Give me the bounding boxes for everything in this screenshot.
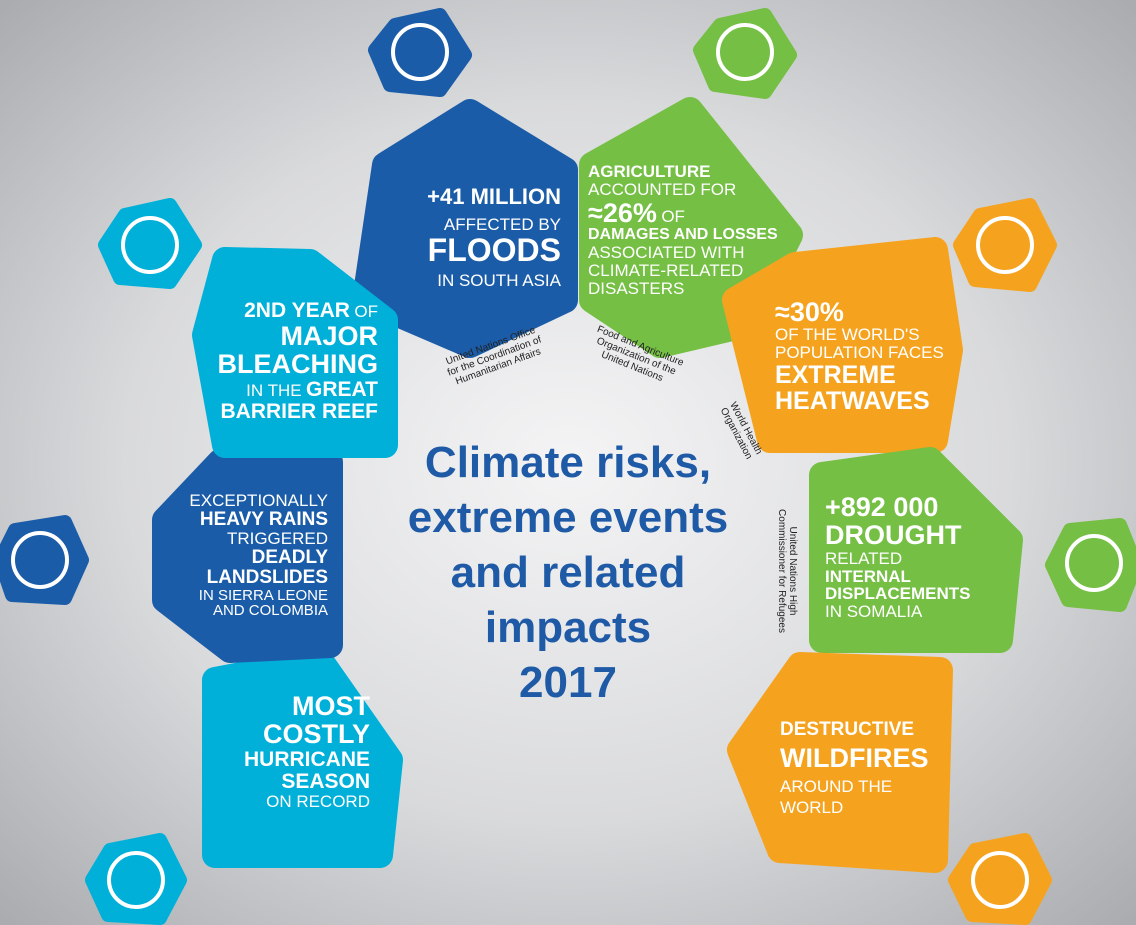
text: ACCOUNTED FOR (588, 179, 737, 199)
title-line: extreme events (407, 493, 729, 542)
drought-text: +892 000 DROUGHT RELATED INTERNAL DISPLA… (825, 493, 970, 621)
text: EXCEPTIONALLY (189, 491, 328, 510)
ring (976, 216, 1034, 274)
icon-rings (11, 23, 1123, 909)
floods-text: +41 MILLION AFFECTED BY FLOODS IN SOUTH … (427, 185, 561, 289)
text: LANDSLIDES (206, 566, 328, 588)
text: HEAVY RAINS (199, 508, 328, 530)
text: IN THE (246, 380, 302, 400)
text: AGRICULTURE (588, 162, 711, 181)
text: DROUGHT (825, 520, 962, 551)
text: OF THE WORLD'S (775, 325, 920, 345)
text: HURRICANE (244, 747, 370, 771)
text: EXTREME (775, 361, 896, 390)
text: ≈30% (775, 297, 844, 327)
text: GREAT (306, 377, 378, 401)
text: ≈26% (588, 197, 657, 228)
text: DEADLY (251, 546, 328, 568)
text: CLIMATE-RELATED (588, 260, 744, 280)
text: IN SIERRA LEONE (198, 586, 328, 604)
text: ASSOCIATED WITH (588, 242, 745, 262)
text: TRIGGERED (226, 528, 328, 548)
source-line: Commissioner for Refugees (775, 509, 787, 633)
heat-text: ≈30% OF THE WORLD'S POPULATION FACES EXT… (775, 298, 944, 415)
text: IN SOMALIA (825, 602, 923, 622)
wildfire-panel (727, 652, 953, 873)
title-line: impacts (484, 603, 652, 652)
heat-icon (953, 198, 1057, 292)
ring (1065, 534, 1123, 592)
text: WILDFIRES (780, 742, 929, 773)
text: ON RECORD (266, 791, 370, 811)
hurricane-panel (202, 647, 403, 868)
text: BARRIER REEF (220, 399, 378, 423)
text: AROUND THE (780, 776, 893, 796)
text: HEATWAVES (775, 387, 930, 416)
hurricane-text: MOST COSTLY HURRICANE SEASON ON RECORD (244, 692, 370, 811)
title-line: and related (450, 548, 686, 597)
text: COSTLY (262, 719, 370, 750)
agriculture-text: AGRICULTURE ACCOUNTED FOR ≈26% OF DAMAGE… (588, 163, 778, 297)
text: +41 MILLION (427, 184, 561, 209)
text: OF (661, 206, 685, 226)
ring (391, 23, 449, 81)
text: FLOODS (427, 231, 561, 268)
text: INTERNAL (825, 566, 911, 586)
ring (971, 851, 1029, 909)
drought-panel (809, 447, 1023, 653)
text: DAMAGES AND LOSSES (588, 226, 778, 244)
text: SEASON (281, 769, 370, 793)
ring (121, 216, 179, 274)
text: AFFECTED BY (443, 215, 561, 235)
text: DESTRUCTIVE (780, 719, 915, 740)
text: 2ND YEAR (244, 299, 350, 322)
wildfire-icon (948, 833, 1052, 925)
text: POPULATION FACES (775, 343, 944, 363)
text: MAJOR (280, 321, 378, 352)
panel-shapes (152, 97, 1023, 873)
ring (107, 851, 165, 909)
text: DISASTERS (588, 278, 685, 298)
text: OF (354, 302, 378, 321)
landslide-panel (152, 449, 343, 663)
heat-panel (722, 237, 963, 453)
reef-panel (192, 247, 398, 458)
text: DISPLACEMENTS (825, 584, 971, 604)
text: RELATED (825, 548, 903, 568)
text: +892 000 (825, 492, 939, 522)
text: BLEACHING (217, 349, 379, 380)
text: AND COLOMBIA (212, 602, 328, 620)
text: MOST (292, 691, 370, 721)
title-line: 2017 (519, 658, 617, 707)
wildfire-text: DESTRUCTIVE WILDFIRES AROUND THE WORLD (780, 718, 929, 818)
source-unhcr: United Nations High Commissioner for Ref… (776, 509, 798, 633)
text: IN SOUTH ASIA (437, 270, 561, 290)
title-line: Climate risks, (424, 438, 712, 487)
title: Climate risks, extreme events and relate… (368, 435, 768, 710)
landslide-text: EXCEPTIONALLY HEAVY RAINS TRIGGERED DEAD… (189, 492, 328, 619)
ring (11, 531, 69, 589)
source-line: United Nations High (786, 526, 798, 616)
text: WORLD (780, 797, 844, 817)
reef-text: 2ND YEAR OF MAJOR BLEACHING IN THE GREAT… (217, 299, 379, 423)
ring (716, 23, 774, 81)
